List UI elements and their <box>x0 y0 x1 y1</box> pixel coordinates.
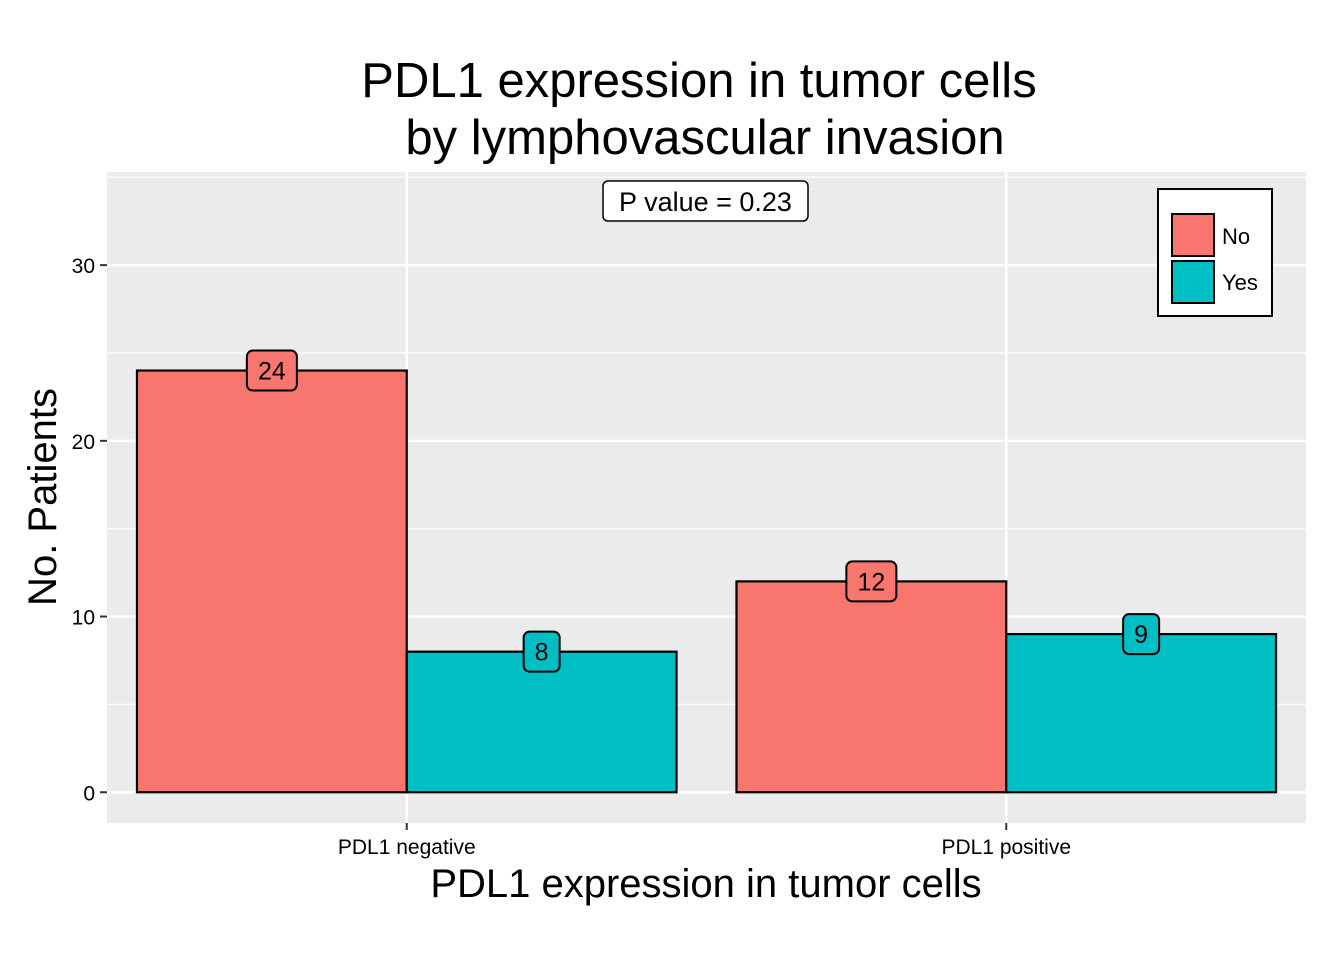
data-label-yes-2: 9 <box>1122 613 1161 656</box>
data-label-text: 8 <box>535 639 549 667</box>
y-tick-label: 0 <box>83 782 95 805</box>
data-label-box <box>845 560 898 603</box>
p-value-annotation: P value = 0.23 <box>602 180 809 222</box>
y-tick-label: 10 <box>72 607 95 630</box>
y-axis: 0 10 20 30 <box>72 255 107 805</box>
data-label-no-1: 24 <box>245 349 298 392</box>
data-label-box <box>522 630 561 673</box>
p-value-label: P value = 0.23 <box>619 187 792 217</box>
legend-key-no <box>1171 213 1215 257</box>
x-tick-label: PDL1 negative <box>338 836 476 859</box>
bar-no-1 <box>135 369 408 794</box>
y-tick-label: 20 <box>72 431 95 454</box>
y-tick-label: 30 <box>72 255 95 278</box>
bar-yes-2 <box>1005 633 1278 794</box>
data-label-box <box>1122 613 1161 656</box>
legend: No Yes <box>1157 188 1273 317</box>
bar-yes-1 <box>405 650 678 794</box>
x-tick-label: PDL1 positive <box>941 836 1071 859</box>
data-labels: 24 12 8 9 <box>245 349 1161 673</box>
data-label-no-2: 12 <box>845 560 898 603</box>
data-label-text: 24 <box>258 358 286 386</box>
p-value-box <box>602 180 809 222</box>
legend-key-yes <box>1171 260 1215 304</box>
chart-title-line-1: PDL1 expression in tumor cells <box>361 54 1036 108</box>
data-label-text: 12 <box>857 568 885 596</box>
legend-label-no: No <box>1222 224 1250 249</box>
x-axis-title: PDL1 expression in tumor cells <box>430 862 981 906</box>
data-label-yes-1: 8 <box>522 630 561 673</box>
y-axis-title: No. Patients <box>21 388 65 606</box>
data-label-box <box>245 349 298 392</box>
data-label-text: 9 <box>1134 621 1148 649</box>
bars <box>135 369 1278 794</box>
bar-no-2 <box>735 580 1008 794</box>
chart-title-line-2: by lymphovascular invasion <box>405 111 1004 165</box>
x-axis: PDL1 negative PDL1 positive <box>338 823 1071 859</box>
legend-label-yes: Yes <box>1222 270 1258 295</box>
